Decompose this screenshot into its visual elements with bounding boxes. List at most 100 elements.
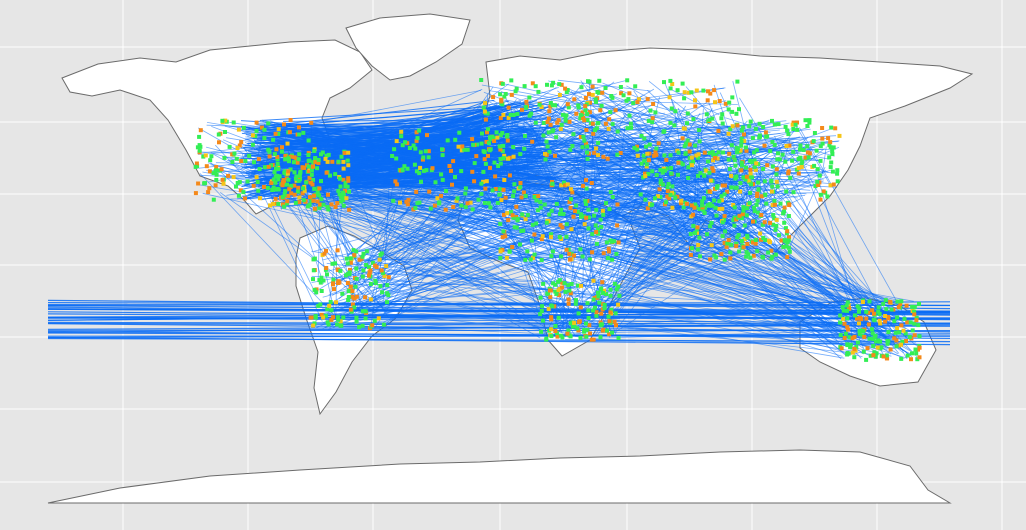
airport-point <box>637 97 641 102</box>
airport-point <box>742 139 747 144</box>
airport-point <box>498 157 503 161</box>
airport-point <box>612 281 617 286</box>
airport-point <box>842 321 847 326</box>
airport-point <box>515 112 520 116</box>
airport-point <box>257 167 262 171</box>
airport-point <box>599 224 604 229</box>
airport-point <box>463 205 468 209</box>
airport-point <box>697 207 702 212</box>
airport-point <box>492 160 497 165</box>
airport-point <box>482 201 487 205</box>
airport-point <box>283 154 288 158</box>
airport-point <box>787 235 791 240</box>
airport-point <box>635 153 640 158</box>
airport-point <box>379 268 384 273</box>
airport-point <box>783 124 788 129</box>
airport-point <box>331 315 336 320</box>
airport-point <box>852 346 857 351</box>
airport-point <box>310 164 315 169</box>
airport-point <box>484 139 489 144</box>
route-line <box>527 105 705 171</box>
airport-point <box>717 206 722 211</box>
airport-point <box>266 164 271 169</box>
airport-point <box>590 121 595 126</box>
airport-point <box>289 191 294 196</box>
airport-point <box>775 184 780 189</box>
airport-point <box>870 308 875 313</box>
airport-point <box>845 343 850 348</box>
airport-point <box>662 153 667 158</box>
airport-point <box>382 274 387 279</box>
airport-point <box>456 144 461 149</box>
airport-point <box>782 205 787 210</box>
airport-point <box>735 123 740 128</box>
airport-point <box>506 156 510 161</box>
airport-point <box>599 286 604 291</box>
airport-point <box>285 171 290 176</box>
airport-point <box>680 136 685 141</box>
airport-point <box>766 250 771 255</box>
airport-point <box>545 144 550 149</box>
airport-point <box>498 256 503 260</box>
airport-point <box>737 107 741 112</box>
airport-point <box>591 308 595 313</box>
airport-point <box>541 318 545 323</box>
airport-point <box>605 328 609 333</box>
airport-point <box>330 261 335 266</box>
airport-point <box>346 298 351 302</box>
airport-point <box>506 218 511 223</box>
route-line <box>545 195 660 198</box>
airport-point <box>748 119 753 124</box>
airport-point <box>643 171 647 176</box>
airport-point <box>515 216 520 221</box>
airport-point <box>748 255 753 260</box>
airport-point <box>377 257 382 262</box>
airport-point <box>676 172 680 177</box>
airport-point <box>509 92 514 97</box>
airport-point <box>306 169 311 174</box>
airport-point <box>539 237 544 242</box>
airport-point <box>336 268 341 272</box>
airport-point <box>707 150 712 155</box>
airport-point <box>338 268 343 273</box>
airport-point <box>481 169 486 174</box>
airport-point <box>556 288 561 293</box>
airport-point <box>600 90 605 95</box>
route-line <box>248 131 502 182</box>
airport-point <box>916 323 921 328</box>
airport-point <box>549 315 554 320</box>
airport-point <box>479 191 484 196</box>
airport-point <box>869 327 874 332</box>
airport-point <box>430 166 435 171</box>
route-line <box>377 283 606 304</box>
airport-point <box>838 333 843 338</box>
airport-point <box>357 325 362 330</box>
airport-point <box>500 131 505 135</box>
airport-point <box>871 311 876 316</box>
airport-point <box>361 268 366 273</box>
airport-point <box>273 196 278 201</box>
airport-point <box>734 244 739 249</box>
airport-point <box>729 242 734 247</box>
airport-point <box>288 118 293 122</box>
airport-point <box>333 261 337 266</box>
airport-point <box>491 95 496 100</box>
airport-point <box>857 306 862 311</box>
airport-point <box>775 157 780 162</box>
airport-point <box>701 208 706 213</box>
airport-point <box>835 179 840 184</box>
airport-point <box>598 323 603 328</box>
airport-point <box>696 243 701 247</box>
airport-point <box>643 197 648 202</box>
airport-point <box>878 321 883 326</box>
airport-point <box>720 234 725 239</box>
airport-point <box>579 283 583 288</box>
airport-point <box>512 225 517 230</box>
airport-point <box>195 145 200 150</box>
airport-point <box>859 317 864 322</box>
airport-point <box>305 204 310 209</box>
airport-point <box>426 149 431 154</box>
airport-point <box>274 147 279 152</box>
airport-point <box>791 149 796 154</box>
airport-point <box>749 182 753 187</box>
